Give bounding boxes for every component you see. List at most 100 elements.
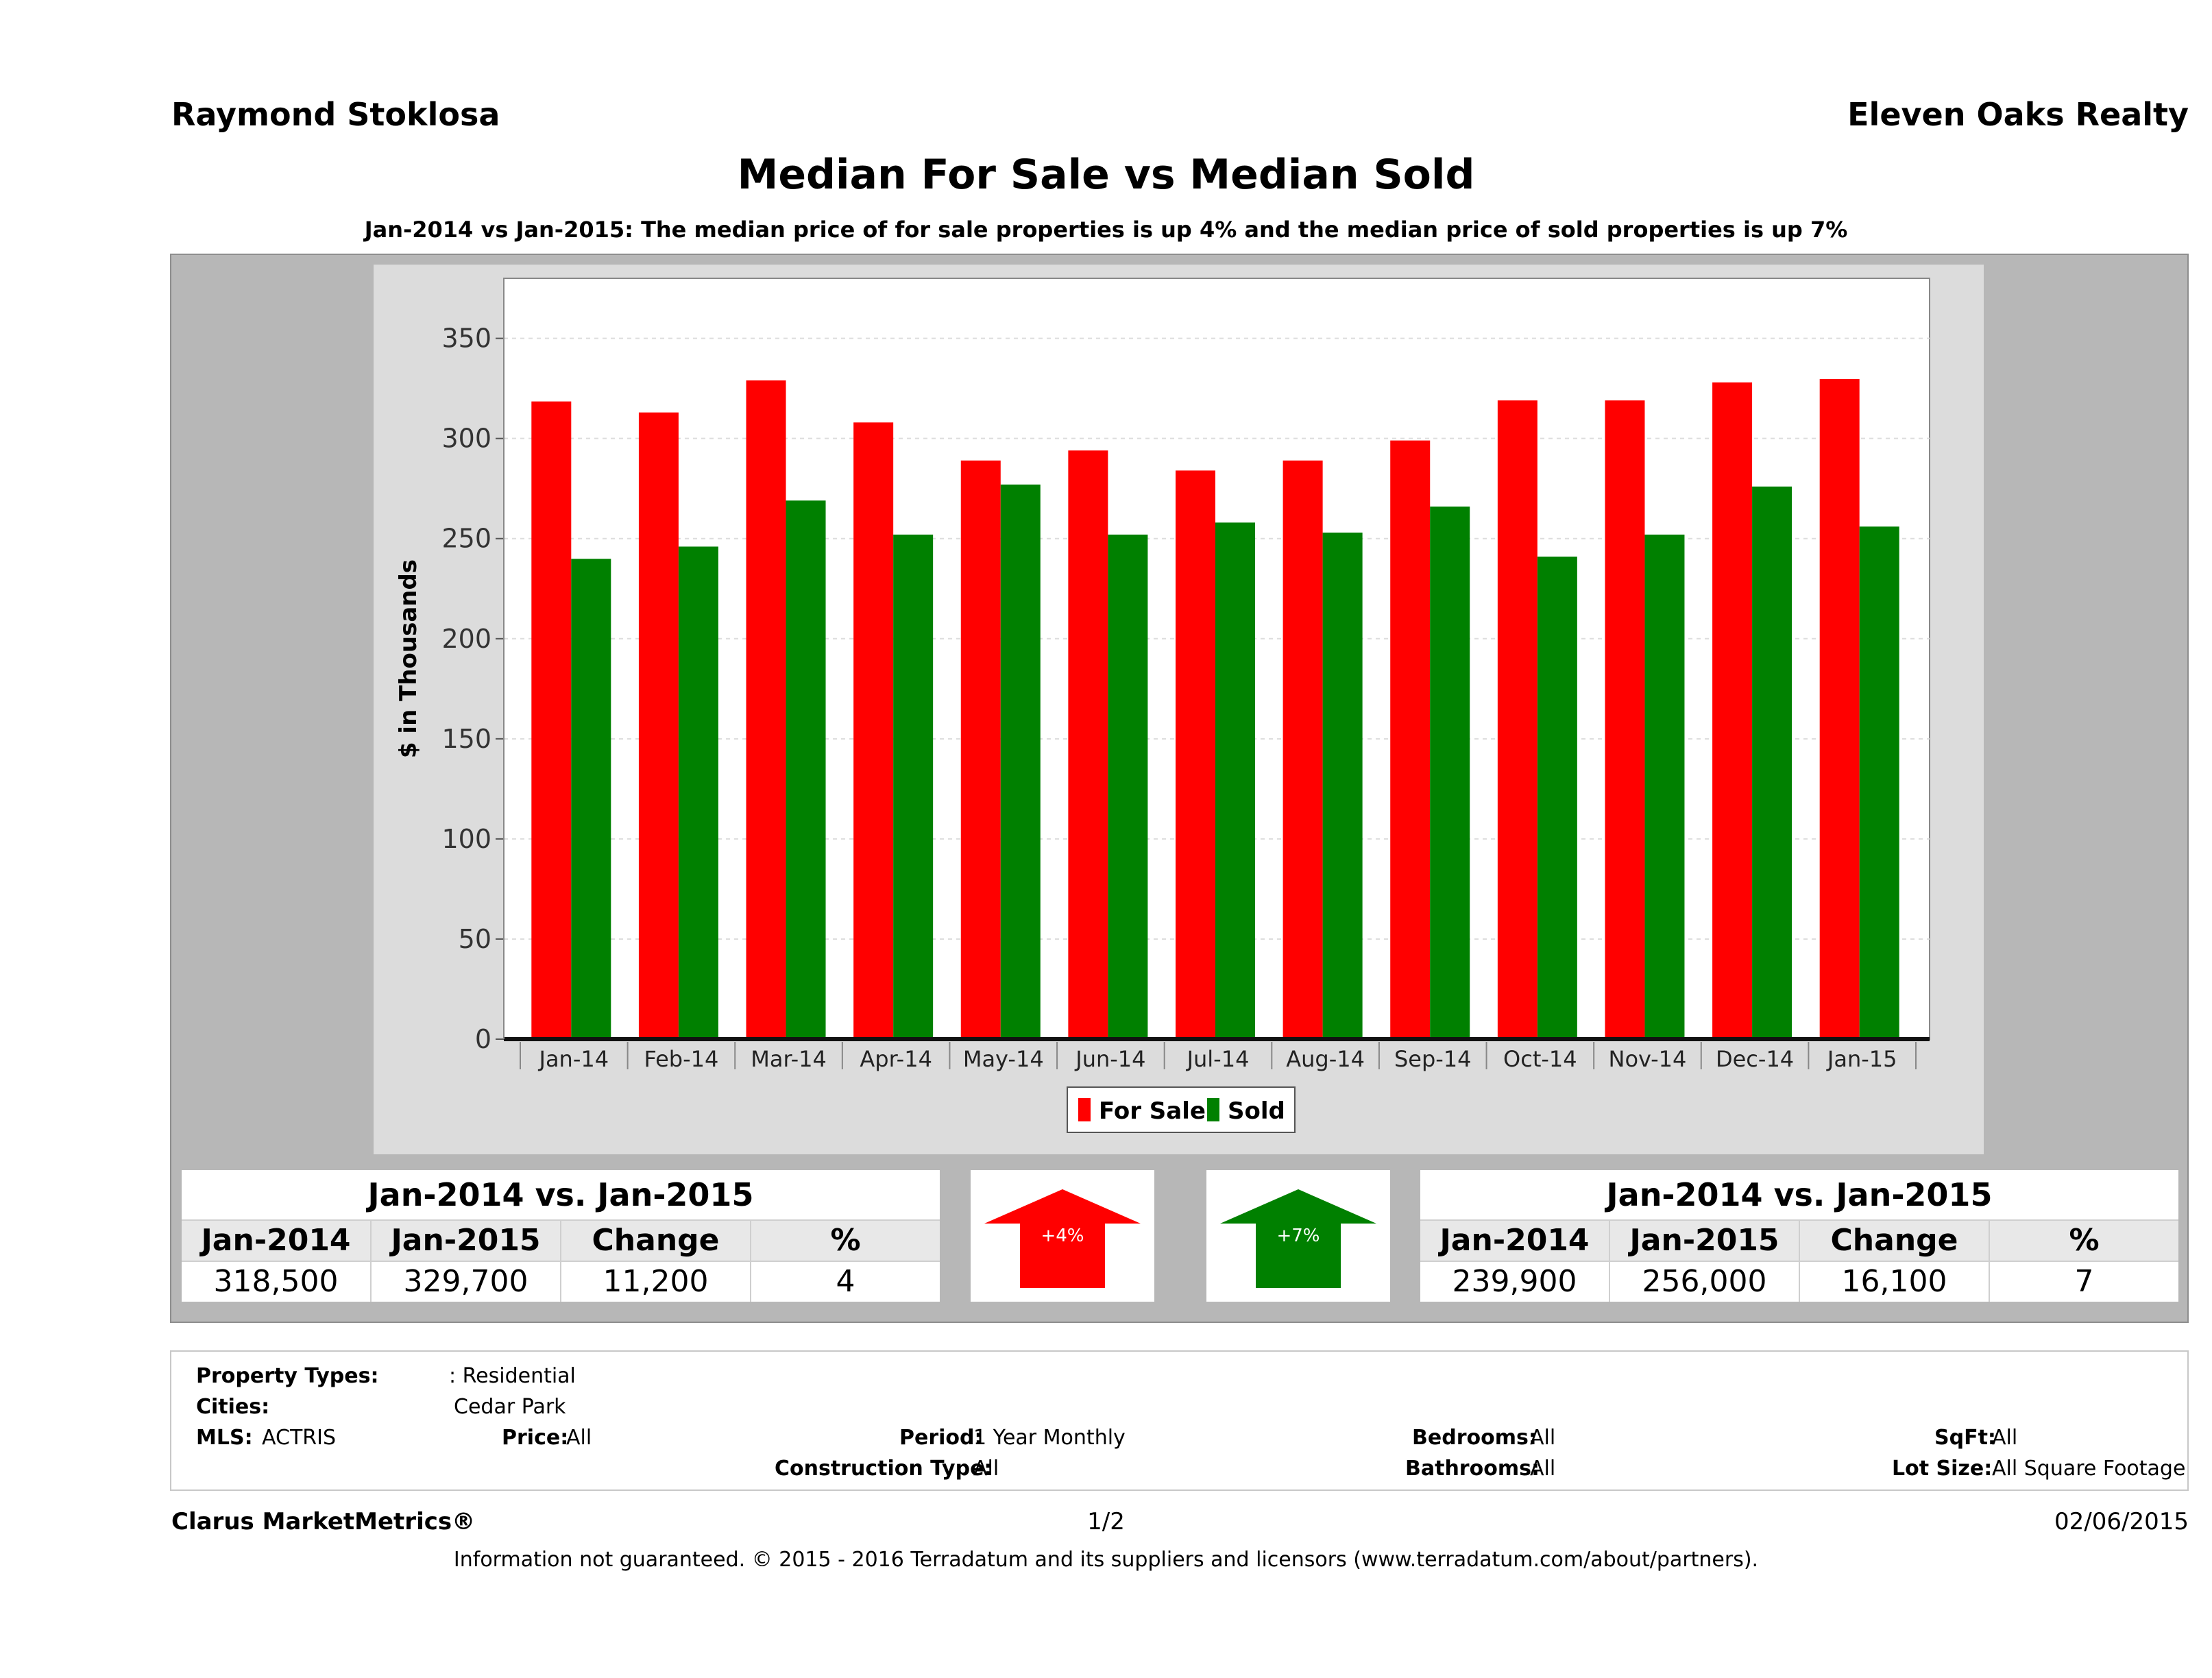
bathrooms-label: Bathrooms: — [1405, 1457, 1540, 1481]
chart-area: 0 50 100 150 200 250 300 350 $ in Thousands Jan-1… — [374, 265, 1984, 1154]
header-jan-2015: Jan-2015 — [1610, 1221, 1800, 1261]
construction-type-value: All — [973, 1457, 999, 1481]
y-tick-label: 300 — [441, 424, 491, 454]
for-sale-bar — [1176, 470, 1215, 1039]
sold-summary: Jan-2014 vs. Jan-2015 Jan-2014 Jan-2015 … — [1420, 1170, 2178, 1302]
value-jan-2014: 318,500 — [182, 1262, 372, 1302]
x-tick-label: Jul-14 — [1186, 1046, 1250, 1072]
for-sale-summary-header: Jan-2014 Jan-2015 Change % — [182, 1219, 940, 1262]
sold-bar — [678, 546, 718, 1039]
for-sale-bar — [1283, 460, 1323, 1039]
for-sale-arrow-card: +4% — [971, 1170, 1154, 1302]
cities-label: Cities: — [196, 1395, 270, 1419]
value-change: 11,200 — [561, 1262, 751, 1302]
value-jan-2015: 329,700 — [372, 1262, 561, 1302]
sold-bar — [1000, 484, 1041, 1039]
chart-subtitle: Jan-2014 vs Jan-2015: The median price o… — [364, 217, 1848, 243]
mls-label: MLS: — [196, 1426, 253, 1450]
price-label: Price: — [502, 1426, 569, 1450]
x-tick-label: Jan-15 — [1826, 1046, 1897, 1072]
for-sale-bar — [960, 460, 1001, 1039]
sold-arrow-card: +7% — [1206, 1170, 1390, 1302]
x-tick-label: Oct-14 — [1503, 1046, 1577, 1072]
for-sale-bar — [531, 401, 572, 1039]
bathrooms-value: All — [1530, 1457, 1556, 1481]
up-arrow-icon: +4% — [984, 1189, 1141, 1288]
header-jan-2014: Jan-2014 — [1420, 1221, 1610, 1261]
value-percent: 7 — [2074, 1264, 2094, 1299]
legend-label: Sold — [1228, 1097, 1285, 1125]
x-tick-label: May-14 — [963, 1046, 1044, 1072]
sold-summary-header: Jan-2014 Jan-2015 Change % — [1420, 1219, 2178, 1262]
sold-bar — [1322, 532, 1363, 1039]
construction-type-label: Construction Type: — [775, 1457, 993, 1481]
cities-value: Cedar Park — [454, 1395, 566, 1419]
sold-bar — [1215, 522, 1255, 1039]
property-types-value: : Residential — [449, 1364, 576, 1388]
y-tick-label: 350 — [441, 324, 491, 354]
bar-chart: 0 50 100 150 200 250 300 350 $ in Thousands Jan-1… — [395, 278, 1930, 1133]
legend-swatch — [1078, 1098, 1091, 1121]
chart-title: Median For Sale vs Median Sold — [737, 151, 1475, 199]
sqft-value: All — [1992, 1426, 2018, 1450]
for-sale-bar — [746, 380, 786, 1039]
header-change: Change — [561, 1221, 751, 1261]
sold-bar — [1537, 557, 1577, 1039]
legend-swatch — [1207, 1098, 1219, 1121]
sold-bar — [1752, 486, 1792, 1039]
for-sale-summary-title: Jan-2014 vs. Jan-2015 — [367, 1176, 754, 1213]
legend-box — [1067, 1086, 1296, 1133]
header-percent: % — [830, 1223, 861, 1258]
for-sale-bar — [1068, 450, 1108, 1039]
for-sale-summary: Jan-2014 vs. Jan-2015 Jan-2014 Jan-2015 … — [182, 1170, 940, 1302]
period-label: Period: — [899, 1426, 983, 1450]
x-tick-label: Dec-14 — [1716, 1046, 1794, 1072]
sold-bar — [1430, 507, 1470, 1039]
header-jan-2014: Jan-2014 — [182, 1221, 372, 1261]
for-sale-bar — [638, 412, 679, 1039]
y-axis-label: $ in Thousands — [395, 559, 422, 758]
for-sale-arrow-label: +4% — [1041, 1226, 1084, 1246]
lot-size-value: All Square Footage — [1992, 1457, 2186, 1481]
header-percent: % — [2069, 1223, 2100, 1258]
for-sale-bar — [1712, 382, 1753, 1039]
value-change: 16,100 — [1800, 1262, 1990, 1302]
y-tick-label: 50 — [459, 924, 491, 954]
value-percent: 4 — [836, 1264, 855, 1299]
brokerage-name: Eleven Oaks Realty — [1847, 96, 2189, 133]
for-sale-summary-values: 318,500 329,700 11,200 4 — [182, 1262, 940, 1302]
price-value: All — [566, 1426, 592, 1450]
x-tick-label: Feb-14 — [644, 1046, 718, 1072]
lot-size-label: Lot Size: — [1892, 1457, 1993, 1481]
x-tick-label: Apr-14 — [860, 1046, 932, 1072]
sold-bar — [1859, 526, 1899, 1039]
disclaimer: Information not guaranteed. © 2015 - 201… — [453, 1548, 1759, 1572]
sold-bar — [893, 534, 934, 1039]
for-sale-bar — [1605, 400, 1645, 1039]
x-tick-label: Mar-14 — [751, 1046, 827, 1072]
y-tick-label: 100 — [441, 824, 491, 854]
y-tick-label: 250 — [441, 524, 491, 554]
page-number: 1/2 — [1087, 1508, 1125, 1535]
sold-bar — [1108, 534, 1148, 1039]
property-types-label: Property Types: — [196, 1364, 379, 1388]
sqft-label: SqFt: — [1934, 1426, 1996, 1450]
for-sale-bar — [1497, 400, 1538, 1039]
sold-summary-title: Jan-2014 vs. Jan-2015 — [1606, 1176, 1993, 1213]
x-tick-label: Sep-14 — [1394, 1046, 1472, 1072]
sold-bar — [1644, 534, 1685, 1039]
for-sale-bar — [1819, 378, 1860, 1039]
for-sale-bar — [1390, 440, 1431, 1039]
x-tick-label: Jun-14 — [1074, 1046, 1145, 1072]
report-date: 02/06/2015 — [2054, 1508, 2189, 1535]
legend-label: For Sale — [1099, 1097, 1206, 1125]
y-tick-label: 150 — [441, 724, 491, 754]
x-tick-label: Jan-14 — [538, 1046, 609, 1072]
x-tick-label: Nov-14 — [1609, 1046, 1687, 1072]
sold-arrow-label: +7% — [1276, 1226, 1320, 1246]
bedrooms-value: All — [1530, 1426, 1556, 1450]
agent-name: Raymond Stoklosa — [171, 96, 500, 133]
up-arrow-icon: +7% — [1220, 1189, 1376, 1288]
header-jan-2015: Jan-2015 — [372, 1221, 561, 1261]
value-jan-2014: 239,900 — [1420, 1262, 1610, 1302]
